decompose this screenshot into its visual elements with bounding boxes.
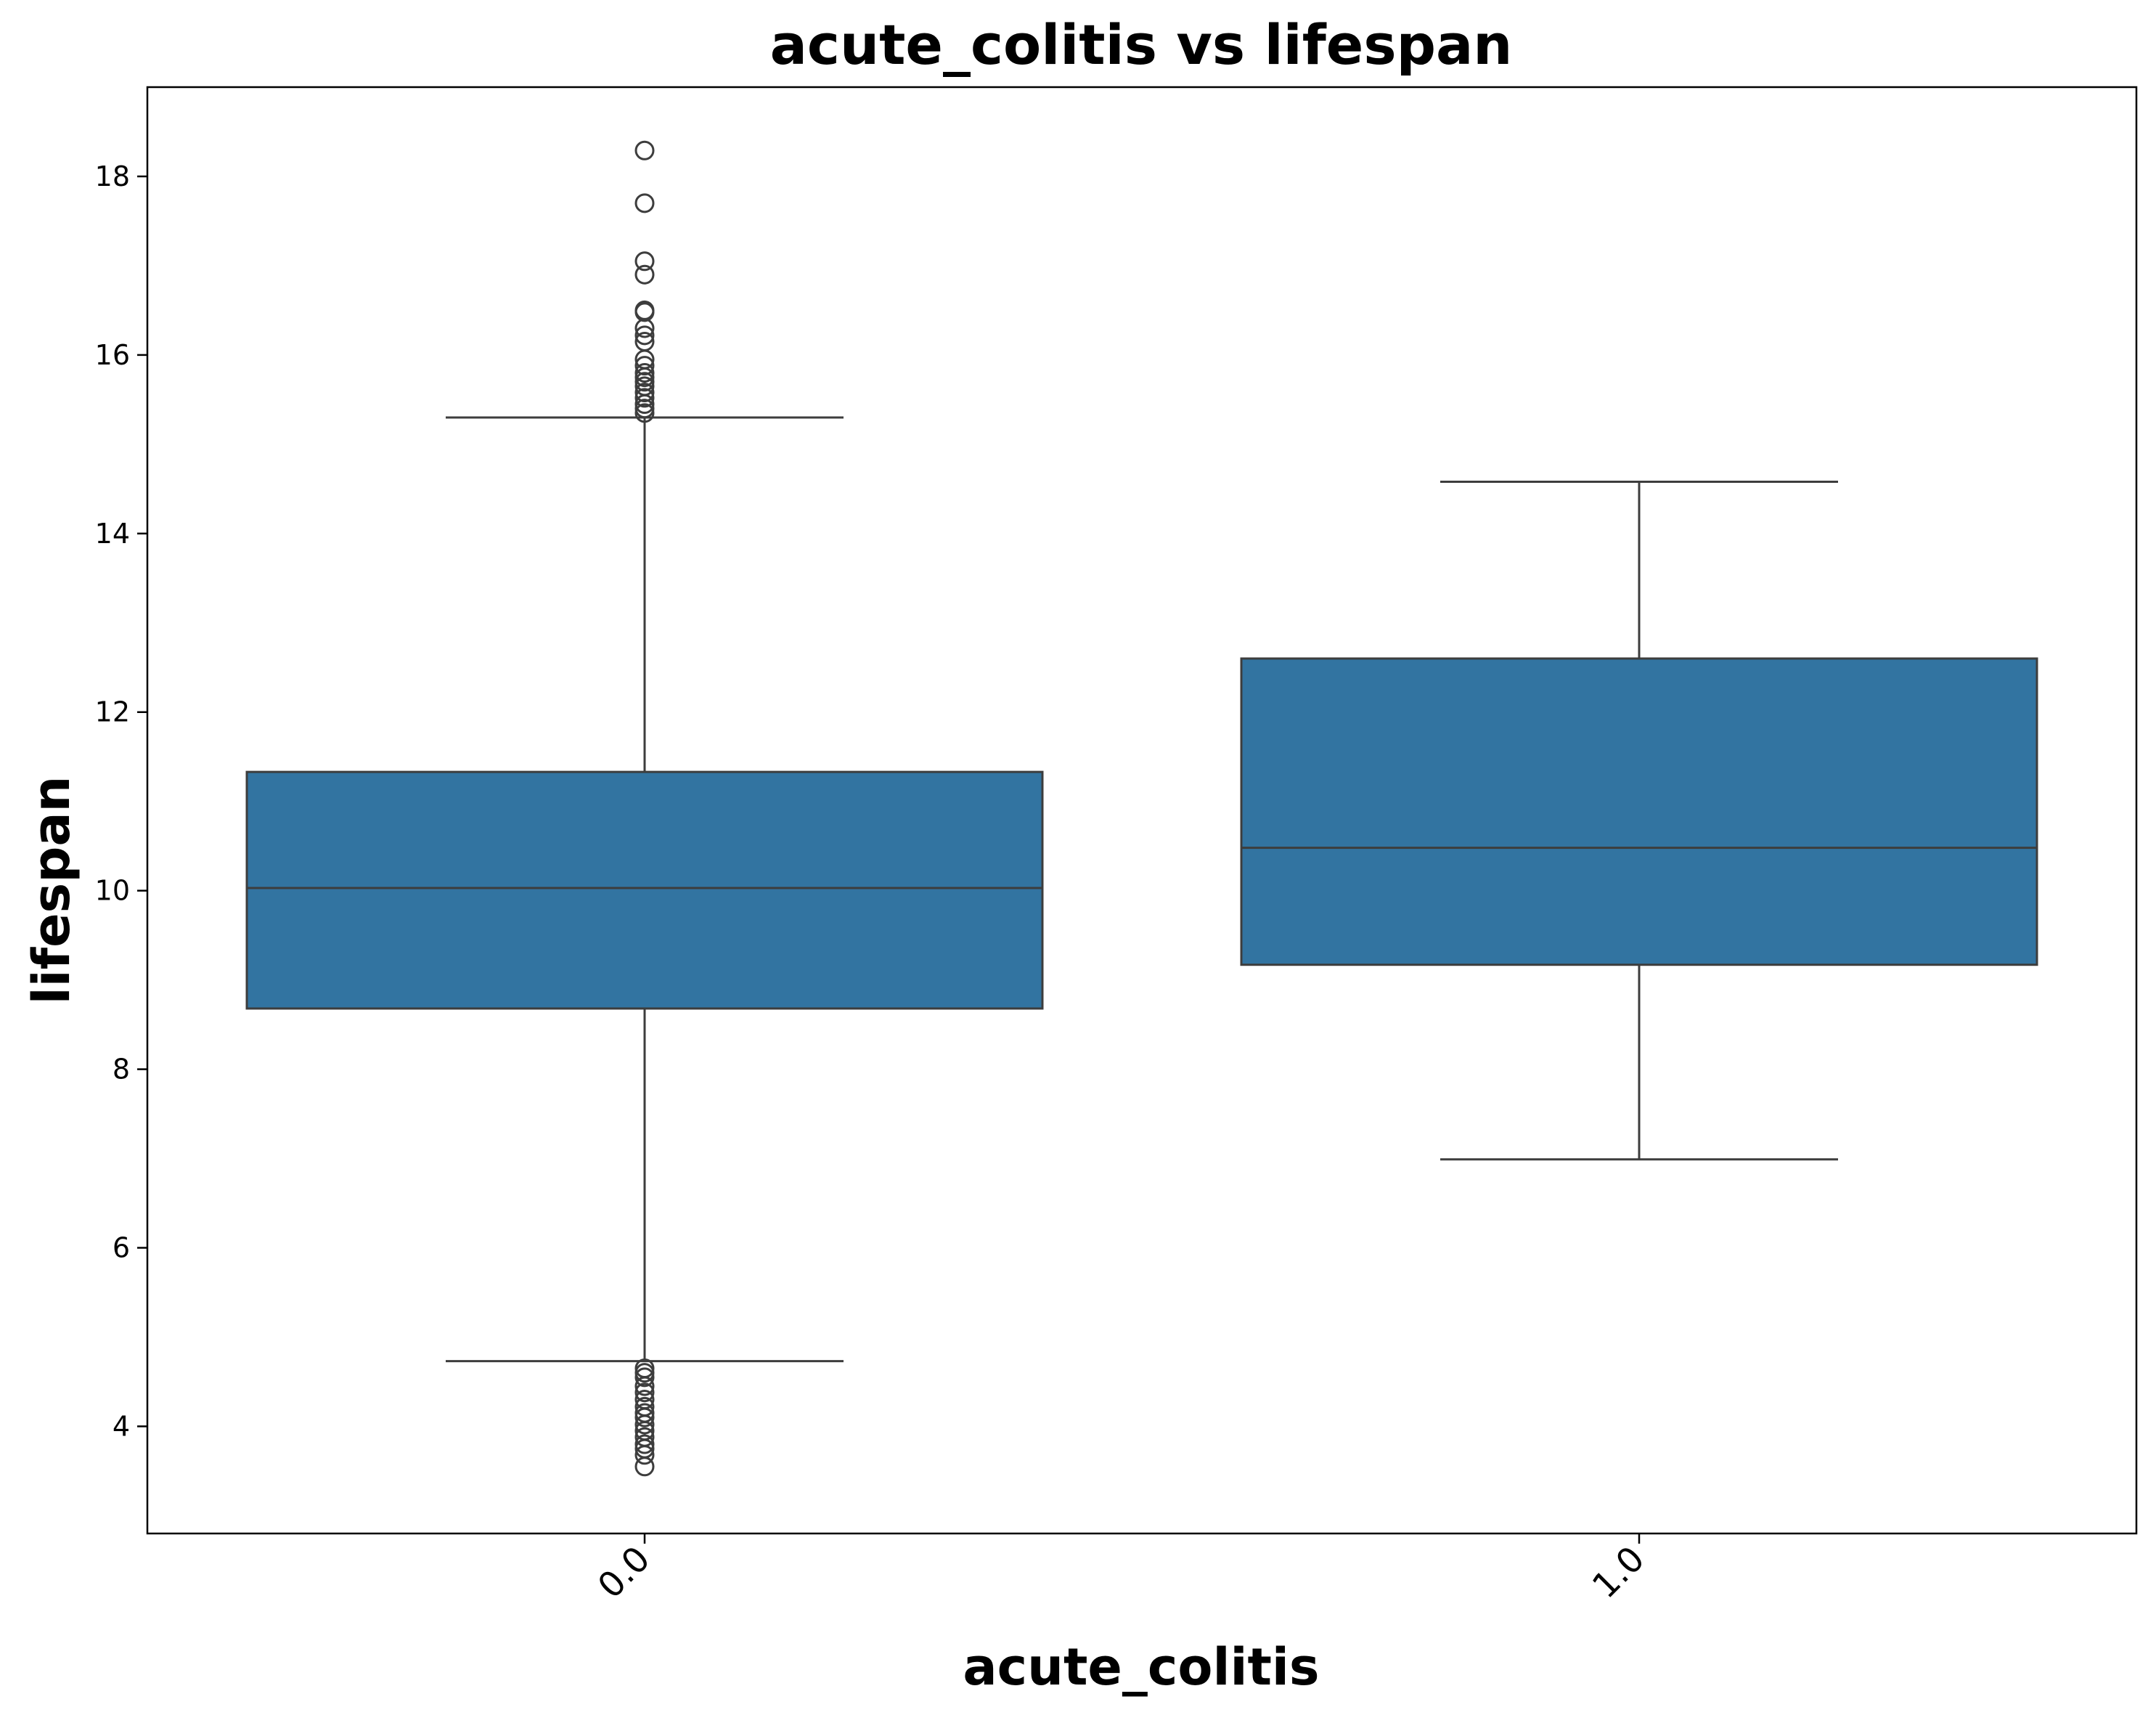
y-tick-label: 8 <box>113 1054 130 1085</box>
outlier-point <box>634 1382 655 1403</box>
x-axis-label: acute_colitis <box>963 1637 1319 1697</box>
outlier-point <box>634 356 655 376</box>
outlier-point <box>634 264 655 285</box>
y-axis-label: lifespan <box>22 776 81 1005</box>
outlier-point <box>634 1367 655 1388</box>
y-tick-label: 16 <box>95 339 130 371</box>
x-tick-label: 0.0 <box>590 1539 658 1607</box>
outlier-point <box>634 193 655 213</box>
y-tick-label: 12 <box>95 696 130 728</box>
y-tick-label: 18 <box>95 160 130 192</box>
outlier-point <box>634 399 655 419</box>
iqr-box <box>245 770 1044 1010</box>
x-tick-label: 1.0 <box>1585 1539 1653 1607</box>
outlier-point <box>634 1457 655 1477</box>
x-axis: 0.0 1.0 <box>590 1533 1653 1607</box>
outlier-point <box>634 325 655 346</box>
box-group-0.0 <box>245 140 1044 1477</box>
outlier-point <box>634 1414 655 1435</box>
y-tick-label: 4 <box>113 1410 130 1442</box>
outlier-point <box>634 1407 655 1427</box>
outlier-point <box>634 383 655 403</box>
outlier-point <box>634 318 655 338</box>
plot-area <box>245 140 2038 1477</box>
axes-frame <box>146 86 2138 1535</box>
outlier-point <box>634 251 655 272</box>
outlier-point <box>634 388 655 408</box>
outlier-point <box>634 140 655 160</box>
box-group-1.0 <box>1240 480 2038 1161</box>
y-tick-label: 10 <box>95 875 130 907</box>
y-tick-label: 14 <box>95 518 130 550</box>
chart-title: acute_colitis vs lifespan <box>770 12 1513 77</box>
y-axis: 4 6 8 10 12 14 16 18 <box>95 160 147 1442</box>
outlier-point <box>634 1376 655 1396</box>
iqr-box <box>1240 657 2038 966</box>
outlier-point <box>634 1445 655 1465</box>
y-tick-label: 6 <box>113 1232 130 1264</box>
outlier-point <box>634 403 655 423</box>
outlier-point <box>634 302 655 322</box>
